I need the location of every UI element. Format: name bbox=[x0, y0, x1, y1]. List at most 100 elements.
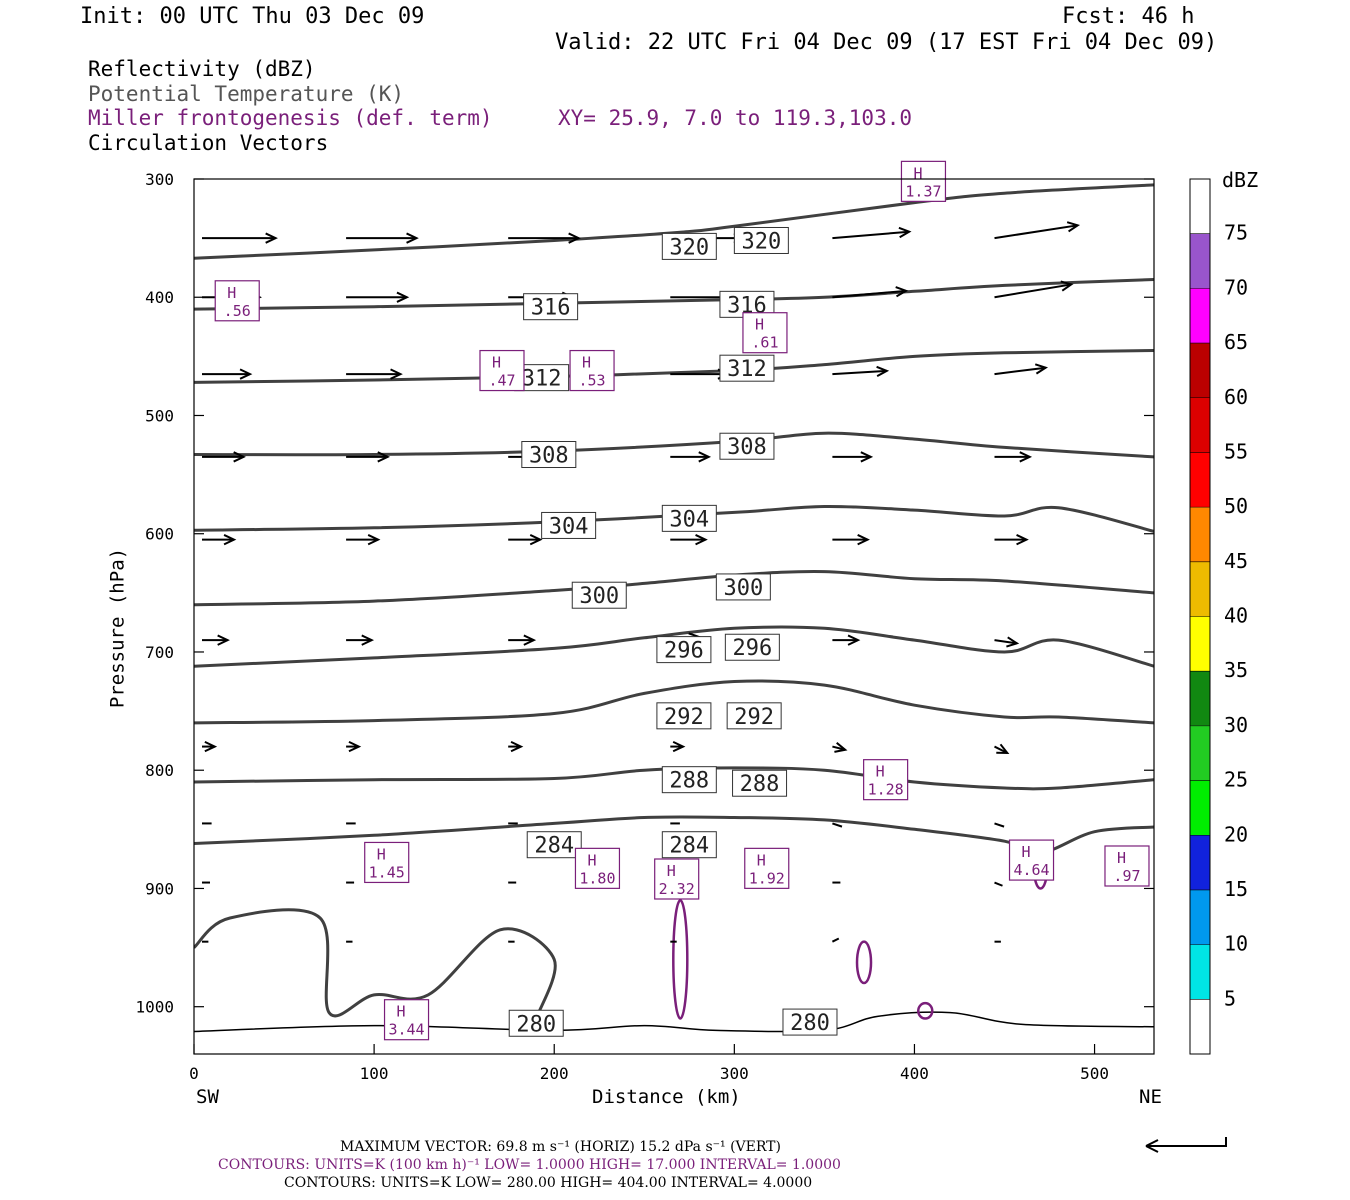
legend-reflectivity: Reflectivity (dBZ) bbox=[88, 57, 316, 81]
svg-text:3.44: 3.44 bbox=[388, 1021, 424, 1039]
x-tick-label: 300 bbox=[720, 1064, 749, 1083]
fgen-contour-0 bbox=[672, 899, 689, 1020]
x-tick-label: 200 bbox=[540, 1064, 569, 1083]
fgen-high: H2.32 bbox=[654, 858, 700, 900]
legend-miller: Miller frontogenesis (def. term) bbox=[88, 106, 493, 130]
colorbar-swatch bbox=[1190, 343, 1210, 398]
svg-text:296: 296 bbox=[664, 639, 704, 664]
fgen-contour-1 bbox=[855, 940, 873, 985]
svg-text:.53: .53 bbox=[579, 372, 606, 390]
colorbar: 5 10 15 20 25 30 35 40 45 50 55 60 65 70 75 bbox=[1189, 178, 1248, 1055]
theta-label: 284 bbox=[526, 831, 582, 859]
colorbar-swatch bbox=[1190, 507, 1210, 562]
theta-label: 280 bbox=[782, 1008, 838, 1036]
vector-arrow bbox=[508, 534, 543, 546]
y-tick-label: 1000 bbox=[135, 998, 174, 1017]
vector-arrow bbox=[994, 451, 1033, 463]
colorbar-swatch bbox=[1190, 889, 1210, 945]
svg-text:H: H bbox=[582, 354, 591, 372]
svg-text:H: H bbox=[913, 164, 922, 182]
isentrope-280 bbox=[194, 908, 557, 1020]
svg-text:320: 320 bbox=[669, 235, 709, 260]
svg-text:1.45: 1.45 bbox=[369, 863, 405, 881]
vector-arrow bbox=[994, 881, 1003, 887]
colorbar-level-label: 45 bbox=[1224, 549, 1248, 573]
vector-arrow bbox=[202, 451, 246, 463]
fgen-high: H1.28 bbox=[863, 759, 909, 801]
y-tick-label: 600 bbox=[145, 525, 174, 544]
forecast-hour: Fcst: 46 h bbox=[1062, 4, 1195, 29]
theta-label: 308 bbox=[719, 432, 775, 460]
colorbar-level-label: 75 bbox=[1224, 221, 1248, 245]
svg-text:304: 304 bbox=[549, 514, 589, 539]
vector-arrow bbox=[346, 232, 419, 244]
svg-text:H: H bbox=[1022, 843, 1031, 861]
colorbar-swatch bbox=[1190, 999, 1210, 1054]
vector-arrow bbox=[202, 368, 253, 380]
vector-arrow bbox=[994, 534, 1029, 546]
colorbar-level-label: 65 bbox=[1224, 330, 1248, 354]
vector-arrow bbox=[346, 534, 381, 546]
theta-label: 312 bbox=[719, 354, 775, 382]
vector-arrow bbox=[202, 232, 278, 244]
ne-end-label: NE bbox=[1139, 1086, 1162, 1108]
theta-label: 280 bbox=[508, 1009, 564, 1037]
vector-arrow bbox=[346, 368, 403, 380]
sw-end-label: SW bbox=[196, 1086, 219, 1108]
theta-label: 316 bbox=[523, 293, 579, 321]
vector-arrow bbox=[832, 226, 912, 240]
footer-contours-theta: CONTOURS: UNITS=K LOW= 280.00 HIGH= 404.… bbox=[284, 1175, 813, 1191]
svg-text:H: H bbox=[492, 354, 501, 372]
colorbar-level-label: 15 bbox=[1224, 877, 1248, 901]
vector-arrow bbox=[1157, 539, 1186, 548]
vector-arrow bbox=[994, 636, 1020, 648]
svg-text:308: 308 bbox=[529, 444, 569, 469]
vector-arrow bbox=[832, 365, 890, 378]
svg-text:284: 284 bbox=[669, 834, 709, 859]
svg-text:316: 316 bbox=[531, 296, 571, 321]
vector-arrow bbox=[994, 822, 1005, 828]
svg-text:292: 292 bbox=[734, 705, 774, 730]
svg-text:1.92: 1.92 bbox=[749, 869, 785, 887]
colorbar-swatch bbox=[1190, 233, 1210, 289]
theta-label: 296 bbox=[656, 636, 712, 664]
svg-text:H: H bbox=[377, 845, 386, 863]
vector-arrow bbox=[1157, 883, 1165, 886]
isentrope-320 bbox=[194, 183, 1154, 260]
vector-arrow bbox=[994, 743, 1010, 755]
footer-max-vector: MAXIMUM VECTOR: 69.8 m s⁻¹ (HORIZ) 15.2 … bbox=[340, 1139, 781, 1155]
init-time: Init: 00 UTC Thu 03 Dec 09 bbox=[80, 4, 425, 29]
vector-arrow bbox=[994, 363, 1049, 376]
vector-arrow bbox=[346, 634, 375, 646]
svg-text:2.32: 2.32 bbox=[659, 880, 695, 898]
fgen-high: H.97 bbox=[1104, 845, 1150, 887]
vector-arrow bbox=[670, 534, 708, 546]
valid-time: Valid: 22 UTC Fri 04 Dec 09 (17 EST Fri … bbox=[555, 30, 1218, 55]
colorbar-unit: dBZ bbox=[1222, 168, 1259, 192]
vector-arrow bbox=[346, 291, 410, 303]
vector-arrow bbox=[832, 534, 870, 546]
fgen-high: H1.37 bbox=[900, 160, 947, 202]
svg-text:280: 280 bbox=[790, 1011, 830, 1036]
svg-text:H: H bbox=[755, 316, 764, 334]
svg-text:H: H bbox=[667, 862, 676, 880]
colorbar-level-label: 55 bbox=[1224, 439, 1248, 463]
theta-label: 284 bbox=[661, 831, 717, 859]
vector-arrow bbox=[1157, 823, 1167, 826]
y-tick-label: 300 bbox=[145, 170, 174, 189]
plot-frame bbox=[193, 178, 1155, 1055]
fgen-high: H.47 bbox=[479, 349, 525, 392]
colorbar-level-label: 35 bbox=[1224, 658, 1248, 682]
colorbar-level-label: 20 bbox=[1224, 822, 1248, 846]
vector-arrow bbox=[994, 221, 1081, 240]
fgen-high: H4.64 bbox=[1008, 839, 1055, 881]
svg-text:288: 288 bbox=[669, 769, 709, 794]
theta-label: 304 bbox=[541, 511, 597, 539]
theta-label: 296 bbox=[724, 633, 780, 661]
theta-label: 308 bbox=[521, 441, 577, 469]
colorbar-level-label: 50 bbox=[1224, 494, 1248, 518]
vector-arrow bbox=[832, 742, 848, 753]
colorbar-swatch bbox=[1190, 671, 1210, 726]
x-axis-label: Distance (km) bbox=[592, 1086, 741, 1108]
